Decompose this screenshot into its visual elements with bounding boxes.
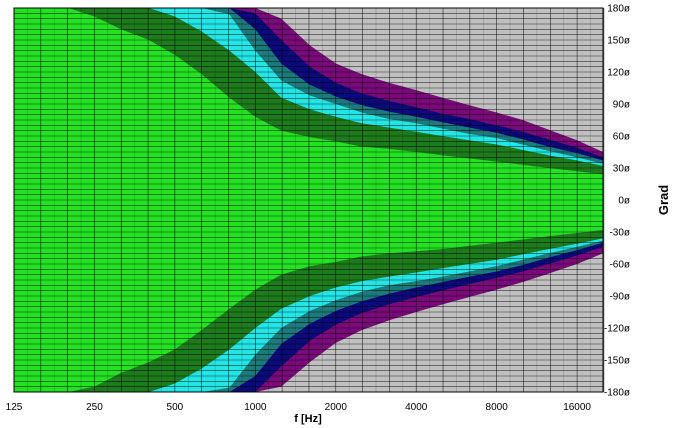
y-tick-label: -120ø [604,324,630,335]
band-6-upper [14,8,603,152]
x-tick-label: 16000 [563,402,591,413]
y-tick-label: -30ø [609,228,630,239]
y-tick-label: -150ø [604,356,630,367]
x-tick-label: 500 [167,402,184,413]
x-axis-label: f [Hz] [294,413,322,425]
y-tick-label: 0ø [618,196,630,207]
y-tick-label: 90ø [613,100,630,111]
plot-frame [13,7,604,393]
x-tick-labels: 125 250 500 1000 2000 4000 8000 16000 [6,402,592,413]
x-tick-label: 8000 [486,402,509,413]
y-tick-label: 180ø [607,4,630,15]
y-axis-label: Grad [656,185,671,215]
x-tick-label: 1000 [244,402,267,413]
y-tick-label: 150ø [607,36,630,47]
x-tick-label: 2000 [325,402,348,413]
x-tick-label: 125 [6,402,23,413]
band-6-lower [14,253,603,392]
y-tick-label: 60ø [613,132,630,143]
y-tick-label: -60ø [609,260,630,271]
y-tick-label: -180ø [604,388,630,399]
x-tick-label: 250 [86,402,103,413]
y-tick-label: -90ø [609,292,630,303]
y-tick-label: 120ø [607,68,630,79]
y-tick-label: 30ø [613,164,630,175]
y-tick-labels: 180ø 150ø 120ø 90ø 60ø 30ø 0ø -30ø -60ø -90ø -120ø… [604,4,630,399]
x-tick-label: 4000 [405,402,428,413]
